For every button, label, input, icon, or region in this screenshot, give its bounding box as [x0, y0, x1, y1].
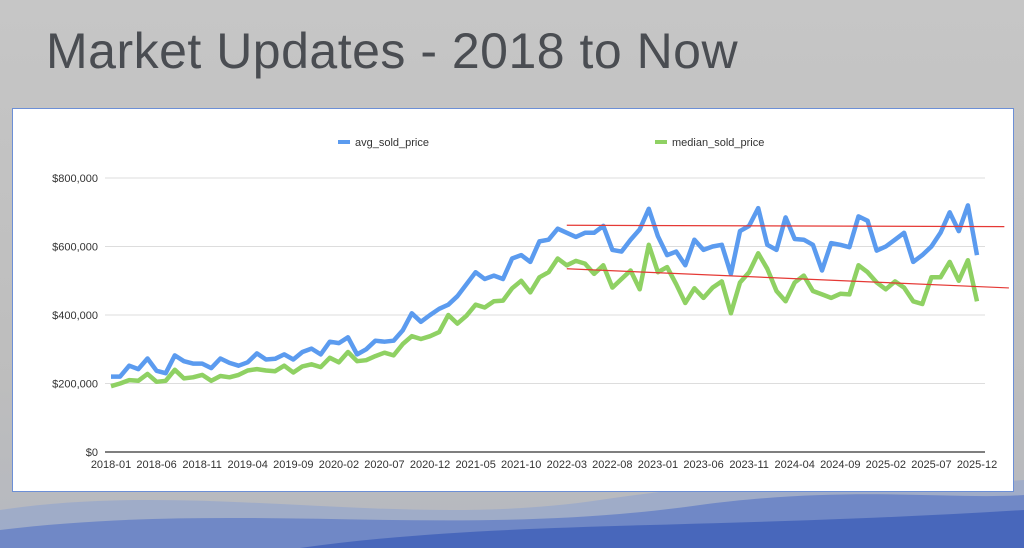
slide-title: Market Updates - 2018 to Now	[46, 23, 739, 79]
x-tick-label: 2023-01	[638, 459, 678, 471]
line-chart: $0 $200,000 $400,000 $600,000 $800,000 2018-…	[52, 137, 1009, 471]
legend-label: avg_sold_price	[355, 137, 429, 149]
x-tick-label: 2021-10	[501, 459, 541, 471]
decorative-waves	[0, 480, 1024, 548]
x-tick-label: 2024-09	[820, 459, 860, 471]
x-tick-label: 2020-07	[364, 459, 404, 471]
x-tick-label: 2020-02	[319, 459, 359, 471]
series-line-avg_sold_price	[111, 203, 980, 379]
x-tick-label: 2025-02	[866, 459, 906, 471]
x-tick-label: 2023-11	[729, 459, 769, 471]
y-tick-label: $600,000	[52, 242, 98, 254]
trendline	[566, 268, 1009, 289]
series-line-median_sold_price	[110, 242, 980, 389]
y-tick-label: $0	[86, 447, 98, 459]
y-tick-label: $400,000	[52, 310, 98, 322]
x-tick-label: 2020-12	[410, 459, 450, 471]
x-tick-label: 2019-04	[228, 459, 268, 471]
y-tick-label: $800,000	[52, 173, 98, 185]
x-tick-label: 2025-07	[911, 459, 951, 471]
x-tick-label: 2023-06	[683, 459, 723, 471]
x-tick-label: 2022-03	[547, 459, 587, 471]
chart-card: $0 $200,000 $400,000 $600,000 $800,000 2018-…	[12, 108, 1014, 492]
x-tick-label: 2018-01	[91, 459, 131, 471]
x-tick-label: 2018-11	[182, 459, 222, 471]
x-tick-label: 2021-05	[455, 459, 495, 471]
x-tick-label: 2024-04	[774, 459, 814, 471]
y-tick-label: $200,000	[52, 379, 98, 391]
x-tick-label: 2018-06	[136, 459, 176, 471]
x-tick-label: 2022-08	[592, 459, 632, 471]
x-tick-label: 2025-12	[957, 459, 997, 471]
x-tick-label: 2019-09	[273, 459, 313, 471]
legend-label: median_sold_price	[672, 137, 764, 149]
trendline	[566, 224, 1005, 228]
